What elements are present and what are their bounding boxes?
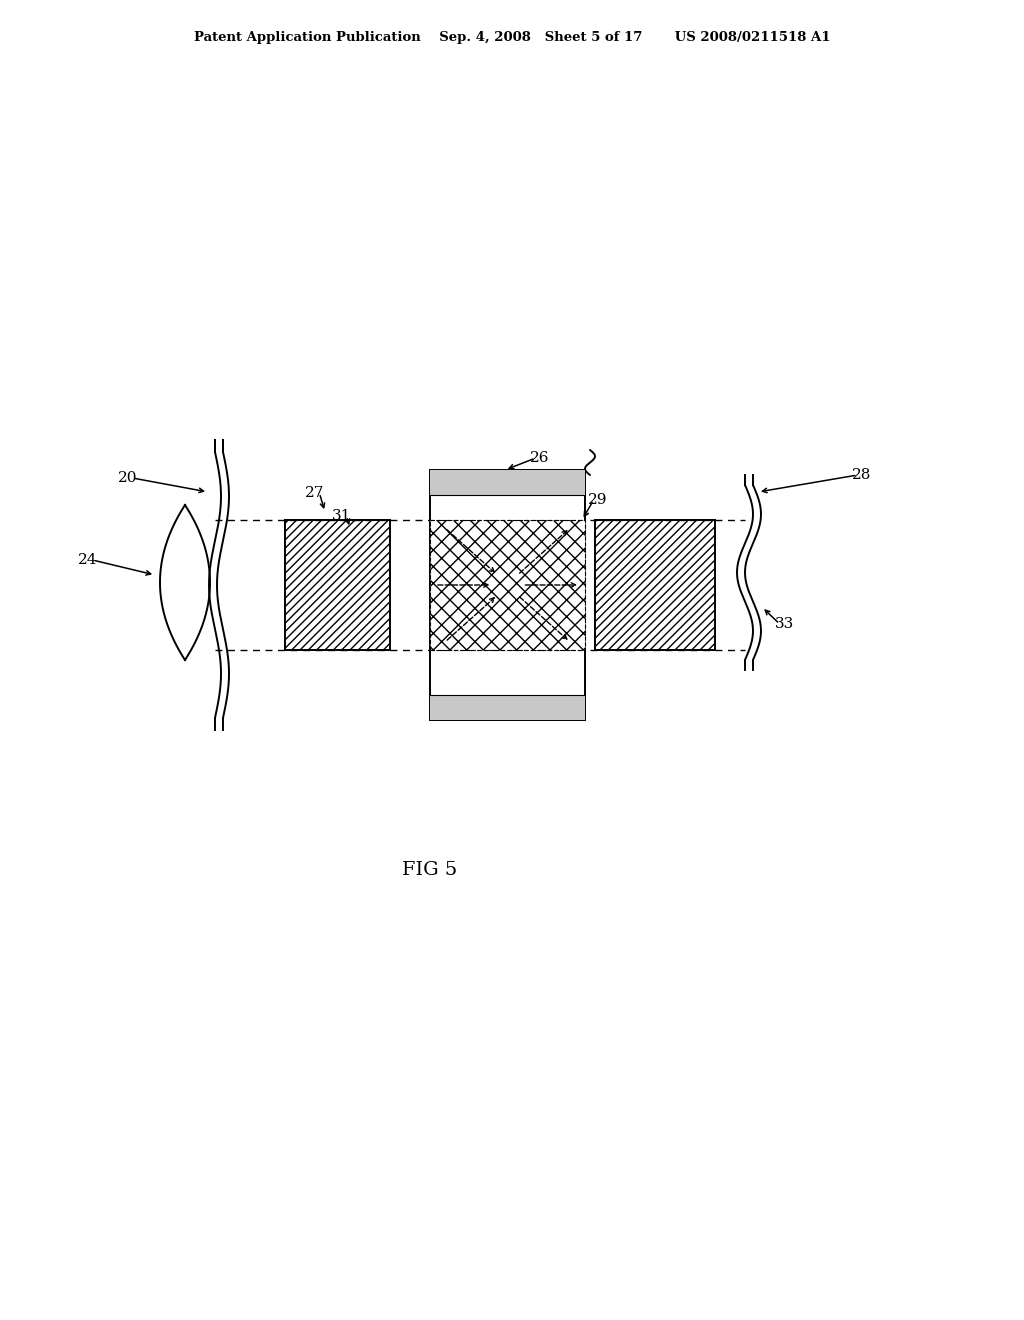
Bar — [285, 520, 390, 649]
Bar — [430, 520, 585, 649]
Text: 31: 31 — [333, 510, 351, 523]
Text: 26: 26 — [530, 451, 550, 465]
Text: 28: 28 — [852, 469, 871, 482]
Text: 27: 27 — [305, 486, 325, 500]
Text: 33: 33 — [774, 616, 794, 631]
Bar — [430, 470, 585, 719]
Text: FIG 5: FIG 5 — [402, 861, 458, 879]
Bar — [430, 696, 585, 719]
Text: Patent Application Publication    Sep. 4, 2008   Sheet 5 of 17       US 2008/021: Patent Application Publication Sep. 4, 2… — [194, 30, 830, 44]
Text: 24: 24 — [78, 553, 97, 568]
Text: 20: 20 — [118, 471, 138, 484]
Text: 29: 29 — [588, 492, 608, 507]
Bar — [430, 470, 585, 495]
Bar — [595, 520, 715, 649]
